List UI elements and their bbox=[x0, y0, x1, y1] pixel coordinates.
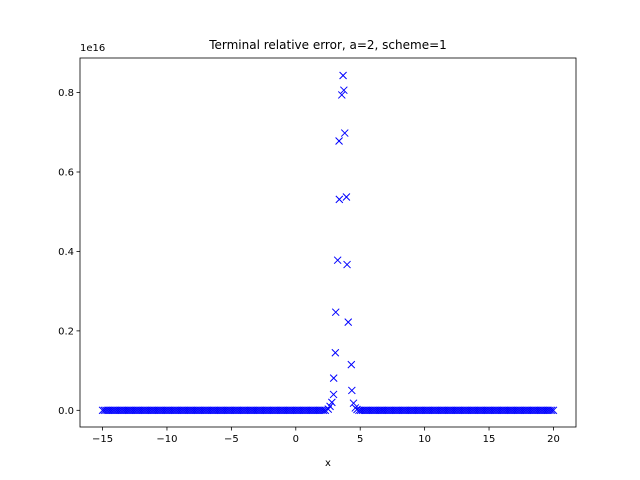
chart-title: Terminal relative error, a=2, scheme=1 bbox=[208, 38, 447, 52]
data-point bbox=[349, 399, 358, 408]
data-point bbox=[343, 260, 351, 269]
data-point bbox=[547, 406, 556, 415]
data-point bbox=[339, 71, 347, 80]
y-tick-label: 0.6 bbox=[58, 167, 74, 178]
data-point bbox=[335, 137, 343, 145]
data-point bbox=[342, 193, 351, 201]
data-point bbox=[331, 348, 340, 357]
data-point bbox=[353, 405, 361, 414]
data-point bbox=[546, 406, 554, 415]
data-point bbox=[326, 402, 334, 411]
x-tick-label: 15 bbox=[483, 434, 496, 445]
x-axis-label: x bbox=[325, 458, 331, 469]
data-point bbox=[335, 195, 344, 204]
x-axis-ticks: −15 −10 −5 0 5 10 15 20 bbox=[92, 427, 560, 445]
data-point bbox=[337, 91, 346, 99]
x-tick-label: 0 bbox=[293, 434, 299, 445]
data-point bbox=[347, 360, 356, 369]
data-point bbox=[339, 86, 348, 95]
y-tick-label: 0.8 bbox=[58, 88, 74, 99]
data-markers bbox=[98, 71, 558, 415]
data-point bbox=[329, 374, 338, 382]
data-point bbox=[347, 386, 356, 395]
y-tick-label: 0.0 bbox=[58, 406, 74, 417]
y-tick-label: 0.4 bbox=[58, 247, 74, 258]
data-point bbox=[319, 406, 328, 415]
x-tick-label: 5 bbox=[357, 434, 363, 445]
x-tick-label: −5 bbox=[224, 434, 239, 445]
data-point bbox=[549, 406, 558, 415]
x-tick-label: 20 bbox=[547, 434, 560, 445]
y-axis-ticks: 0.0 0.2 0.4 0.6 0.8 bbox=[58, 88, 80, 417]
x-tick-label: −15 bbox=[92, 434, 113, 445]
data-point bbox=[344, 318, 353, 326]
y-offset-label: 1e16 bbox=[80, 43, 105, 54]
x-tick-label: 10 bbox=[418, 434, 431, 445]
data-point bbox=[329, 390, 338, 399]
data-point bbox=[340, 129, 349, 137]
y-tick-label: 0.2 bbox=[58, 326, 74, 337]
data-point bbox=[328, 398, 336, 407]
plot-frame bbox=[79, 57, 577, 428]
data-point bbox=[333, 256, 342, 265]
x-tick-label: −10 bbox=[156, 434, 177, 445]
data-point bbox=[317, 406, 326, 415]
data-point bbox=[331, 308, 340, 317]
